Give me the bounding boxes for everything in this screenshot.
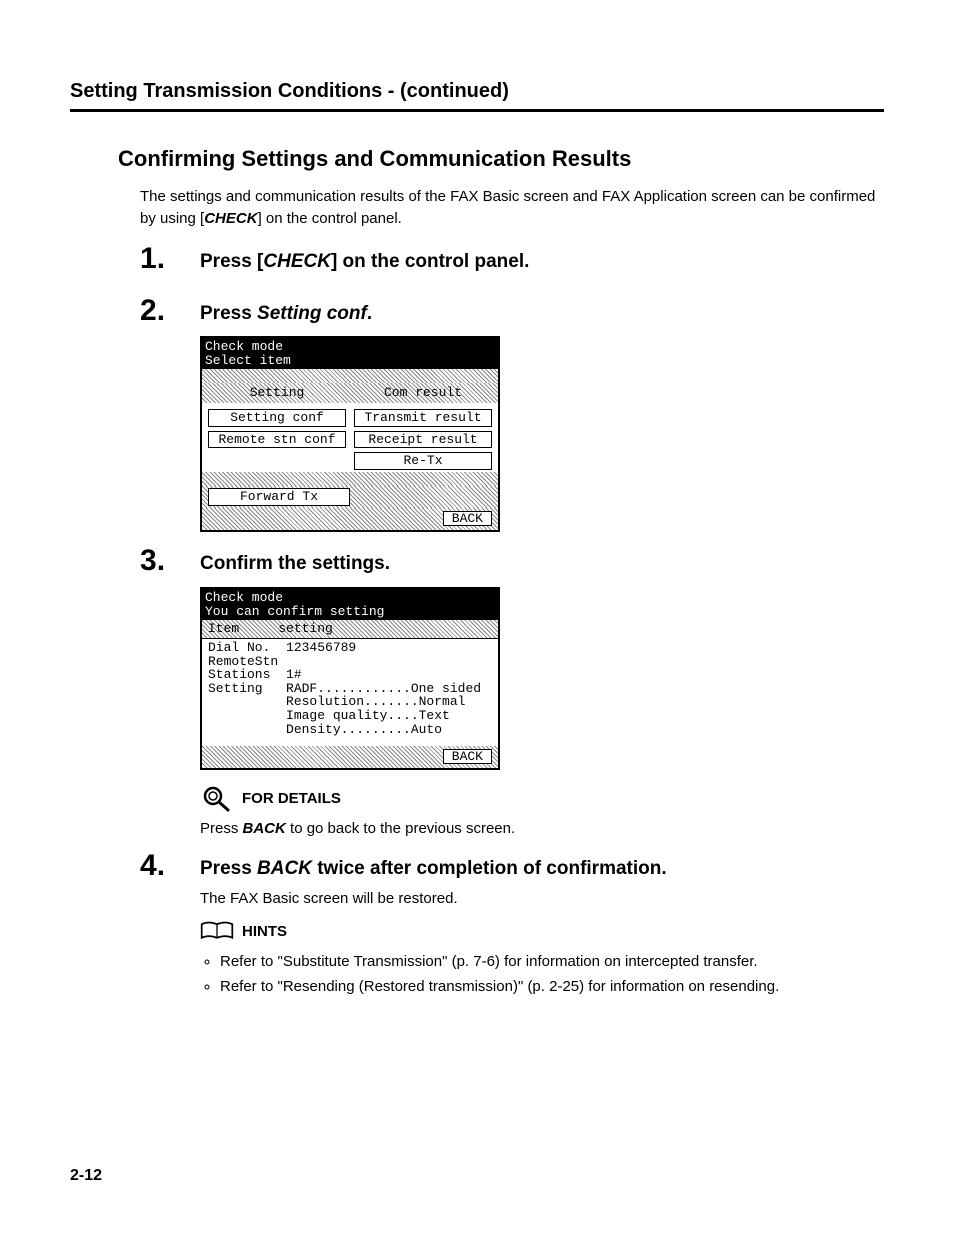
details-a: Press bbox=[200, 820, 243, 837]
lcd1-setting-conf-button[interactable]: Setting conf bbox=[208, 409, 346, 427]
details-b: BACK bbox=[243, 820, 286, 837]
section-title: Confirming Settings and Communication Re… bbox=[118, 146, 884, 172]
intro-paragraph: The settings and communication results o… bbox=[140, 186, 884, 230]
step4-a: Press bbox=[200, 858, 257, 879]
step2-c: . bbox=[367, 303, 372, 324]
lcd1-labels: Setting Com result bbox=[202, 383, 498, 403]
hint-item: Refer to "Substitute Transmission" (p. 7… bbox=[220, 951, 884, 972]
lcd2-h2: You can confirm setting bbox=[205, 604, 384, 619]
step1-c: ] on the control panel. bbox=[331, 251, 529, 272]
lcd1-left-label: Setting bbox=[208, 385, 346, 401]
step-2: Press Setting conf. Check mode Select it… bbox=[140, 300, 884, 533]
lcd2-body: Dial No. 123456789 RemoteStn Stations 1#… bbox=[202, 639, 498, 746]
step4-c: twice after completion of confirmation. bbox=[312, 858, 667, 879]
for-details-callout: FOR DETAILS bbox=[200, 784, 884, 812]
step-3-title: Confirm the settings. bbox=[200, 550, 884, 577]
lcd-check-mode-confirm: Check mode You can confirm setting Item … bbox=[200, 587, 500, 770]
lcd1-footer: BACK bbox=[202, 508, 498, 531]
step2-b: Setting conf bbox=[257, 303, 367, 324]
lcd1-remote-stn-conf-button[interactable]: Remote stn conf bbox=[208, 431, 346, 449]
page-header: Setting Transmission Conditions - (conti… bbox=[70, 80, 884, 112]
lcd1-band-mid bbox=[202, 472, 498, 486]
step-4-title: Press BACK twice after completion of con… bbox=[200, 855, 884, 882]
lcd1-receipt-result-button[interactable]: Receipt result bbox=[354, 431, 492, 449]
lcd1-band-top bbox=[202, 369, 498, 383]
intro-text-after: ] on the control panel. bbox=[258, 210, 402, 227]
hints-label: HINTS bbox=[242, 923, 287, 940]
step1-b: CHECK bbox=[263, 251, 331, 272]
hint-item: Refer to "Resending (Restored transmissi… bbox=[220, 976, 884, 997]
lcd2-col-head: Item setting bbox=[202, 620, 498, 639]
for-details-text: Press BACK to go back to the previous sc… bbox=[200, 820, 884, 837]
hints-list: Refer to "Substitute Transmission" (p. 7… bbox=[200, 951, 884, 997]
lcd1-left-spacer bbox=[208, 452, 346, 468]
lcd1-back-button[interactable]: BACK bbox=[443, 511, 492, 527]
lcd1-right-label: Com result bbox=[354, 385, 492, 401]
step1-a: Press [ bbox=[200, 251, 263, 272]
page-number: 2-12 bbox=[70, 1167, 102, 1185]
step-4: Press BACK twice after completion of con… bbox=[140, 855, 884, 997]
step-4-body: The FAX Basic screen will be restored. bbox=[200, 890, 884, 907]
lcd1-forward-tx-button[interactable]: Forward Tx bbox=[208, 488, 350, 506]
book-icon bbox=[200, 917, 234, 945]
lcd2-back-button[interactable]: BACK bbox=[443, 749, 492, 764]
step-3: Confirm the settings. Check mode You can… bbox=[140, 550, 884, 837]
details-c: to go back to the previous screen. bbox=[286, 820, 515, 837]
lcd1-re-tx-button[interactable]: Re-Tx bbox=[354, 452, 492, 470]
magnifier-icon bbox=[200, 784, 234, 812]
step-2-title: Press Setting conf. bbox=[200, 300, 884, 327]
lcd-check-mode-select: Check mode Select item Setting Com resul… bbox=[200, 336, 500, 532]
step4-b: BACK bbox=[257, 858, 312, 879]
lcd2-header: Check mode You can confirm setting bbox=[202, 589, 498, 620]
lcd1-transmit-result-button[interactable]: Transmit result bbox=[354, 409, 492, 427]
hints-callout: HINTS bbox=[200, 917, 884, 945]
for-details-label: FOR DETAILS bbox=[242, 790, 341, 807]
intro-check: CHECK bbox=[204, 210, 257, 227]
lcd1-header: Check mode Select item bbox=[202, 338, 498, 369]
step2-a: Press bbox=[200, 303, 257, 324]
step-1-title: Press [CHECK] on the control panel. bbox=[200, 248, 884, 275]
lcd1-h2: Select item bbox=[205, 353, 291, 368]
lcd2-footer: BACK bbox=[202, 746, 498, 768]
step-1: Press [CHECK] on the control panel. bbox=[140, 248, 884, 282]
